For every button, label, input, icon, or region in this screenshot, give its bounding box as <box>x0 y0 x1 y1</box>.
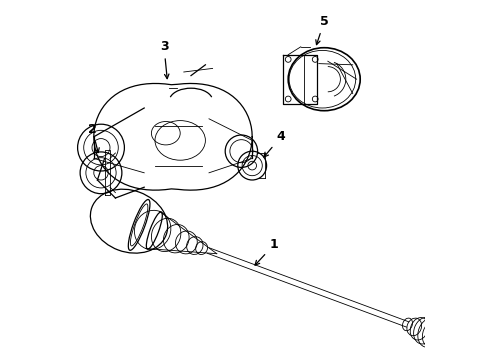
Text: 3: 3 <box>160 40 169 78</box>
Text: 4: 4 <box>264 130 285 157</box>
Text: 2: 2 <box>88 123 99 153</box>
Text: 5: 5 <box>316 15 329 45</box>
Text: 1: 1 <box>255 238 278 265</box>
